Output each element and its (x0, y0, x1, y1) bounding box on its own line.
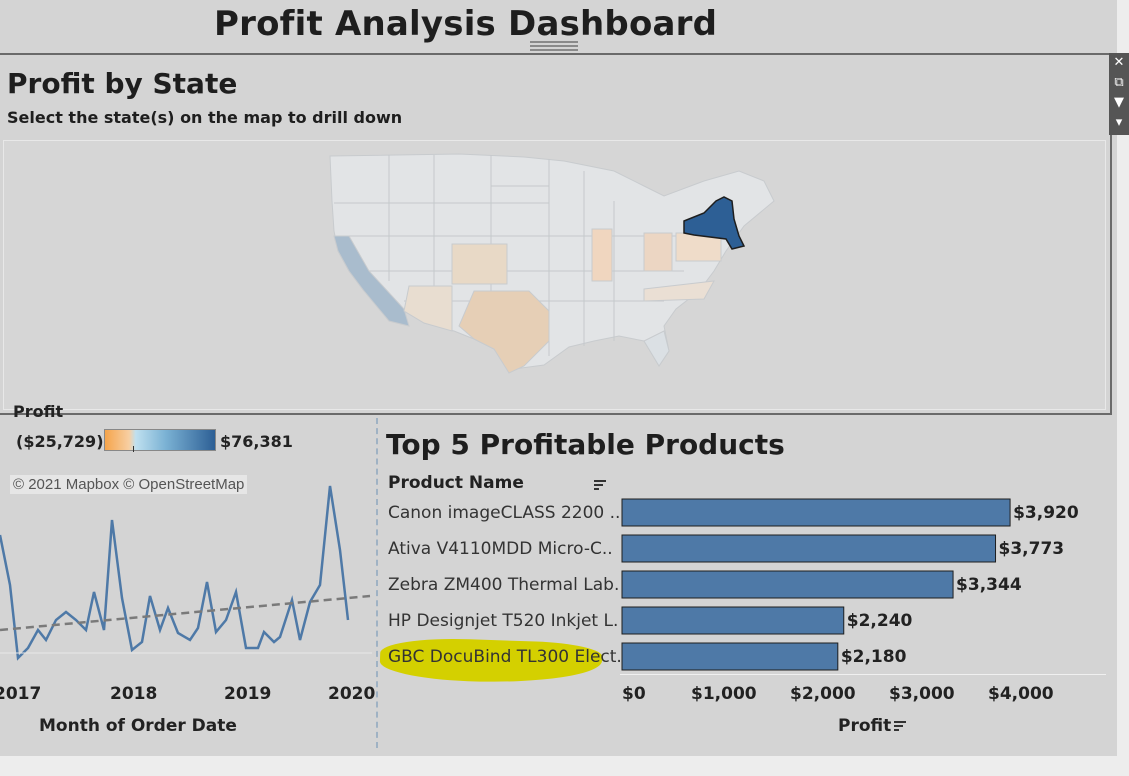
profit-axis-tick-3: $3,000 (889, 684, 955, 704)
bar-value-label-5: $2,180 (840, 647, 907, 667)
profit-line[interactable] (0, 485, 350, 661)
profit-bar-3[interactable] (621, 570, 954, 599)
open-external-icon[interactable]: ⧉ (1114, 75, 1124, 90)
filter-icon[interactable]: ▼ (1114, 95, 1124, 110)
state-new-york[interactable] (683, 196, 746, 250)
x-tick-2019: 2019 (224, 684, 272, 704)
dashboard: Profit Analysis Dashboard Profit by Stat… (0, 0, 1117, 756)
bar-value-label-4: $2,240 (846, 611, 913, 631)
drag-handle[interactable] (530, 41, 578, 51)
map-panel: Profit by State Select the state(s) on t… (0, 53, 1112, 494)
product-label-4[interactable]: HP Designjet T520 Inkjet L.. (388, 611, 620, 631)
state-colorado[interactable] (451, 243, 508, 285)
dashboard-title: Profit Analysis Dashboard (214, 4, 718, 44)
state-florida[interactable] (643, 330, 670, 367)
legend-min-value: ($25,729) (16, 432, 104, 451)
map-attribution[interactable]: © 2021 Mapbox © OpenStreetMap (10, 475, 248, 494)
profit-timeline-chart[interactable] (0, 470, 376, 675)
state-california[interactable] (333, 235, 410, 327)
state-north-carolina[interactable] (643, 280, 715, 302)
profit-axis-tick-4: $4,000 (988, 684, 1054, 704)
timeline-axis-title: Month of Order Date (39, 716, 237, 736)
profit-bar-4[interactable] (621, 606, 845, 635)
profit-axis-title[interactable]: Profit (838, 716, 892, 736)
profit-axis-tick-1: $1,000 (691, 684, 757, 704)
bar-value-label-2: $3,773 (998, 539, 1065, 559)
state-texas[interactable] (458, 290, 550, 374)
legend-color-ramp (104, 429, 216, 452)
map-title: Profit by State (7, 67, 238, 100)
profit-bar-2[interactable] (621, 534, 997, 563)
more-options-icon[interactable]: ▾ (1115, 115, 1123, 130)
x-tick-2018: 2018 (110, 684, 158, 704)
profit-bars[interactable] (620, 496, 1106, 676)
product-label-1[interactable]: Canon imageCLASS 2200 .. (388, 503, 620, 523)
sort-icon[interactable] (594, 480, 606, 492)
x-tick-2020: 2020 (328, 684, 376, 704)
product-label-3[interactable]: Zebra ZM400 Thermal Lab.. (388, 575, 620, 595)
state-ohio[interactable] (643, 232, 673, 272)
profit-axis-tick-0: $0 (622, 684, 646, 704)
profit-bar-5[interactable] (621, 642, 839, 671)
panel-divider (376, 418, 378, 748)
product-name-header[interactable]: Product Name (388, 473, 524, 493)
worksheet-toolbar: ✕ ⧉ ▼ ▾ (1109, 53, 1129, 135)
x-tick-2017: 2017 (0, 684, 42, 704)
close-icon[interactable]: ✕ (1113, 55, 1125, 70)
bar-value-label-3: $3,344 (956, 575, 1022, 595)
state-illinois[interactable] (591, 228, 613, 282)
product-label-2[interactable]: Ativa V4110MDD Micro-C.. (388, 539, 613, 559)
profit-axis-tick-2: $2,000 (790, 684, 856, 704)
bar-chart-title: Top 5 Profitable Products (386, 428, 785, 461)
product-label-5[interactable]: GBC DocuBind TL300 Elect.. (388, 647, 620, 667)
trend-line (0, 594, 371, 632)
us-map-svg[interactable] (4, 141, 1107, 411)
profit-bar-1[interactable] (621, 498, 1011, 527)
state-arizona[interactable] (403, 285, 453, 332)
us-map[interactable]: Profit ($25,729) $76,381 © 2021 Mapbox ©… (3, 140, 1107, 494)
bar-axis-line (620, 674, 1106, 675)
bar-value-label-1: $3,920 (1013, 503, 1079, 523)
map-subtitle: Select the state(s) on the map to drill … (7, 108, 403, 127)
axis-sort-icon[interactable] (894, 721, 906, 733)
legend-title: Profit (13, 402, 64, 421)
legend-max-value: $76,381 (220, 432, 293, 451)
